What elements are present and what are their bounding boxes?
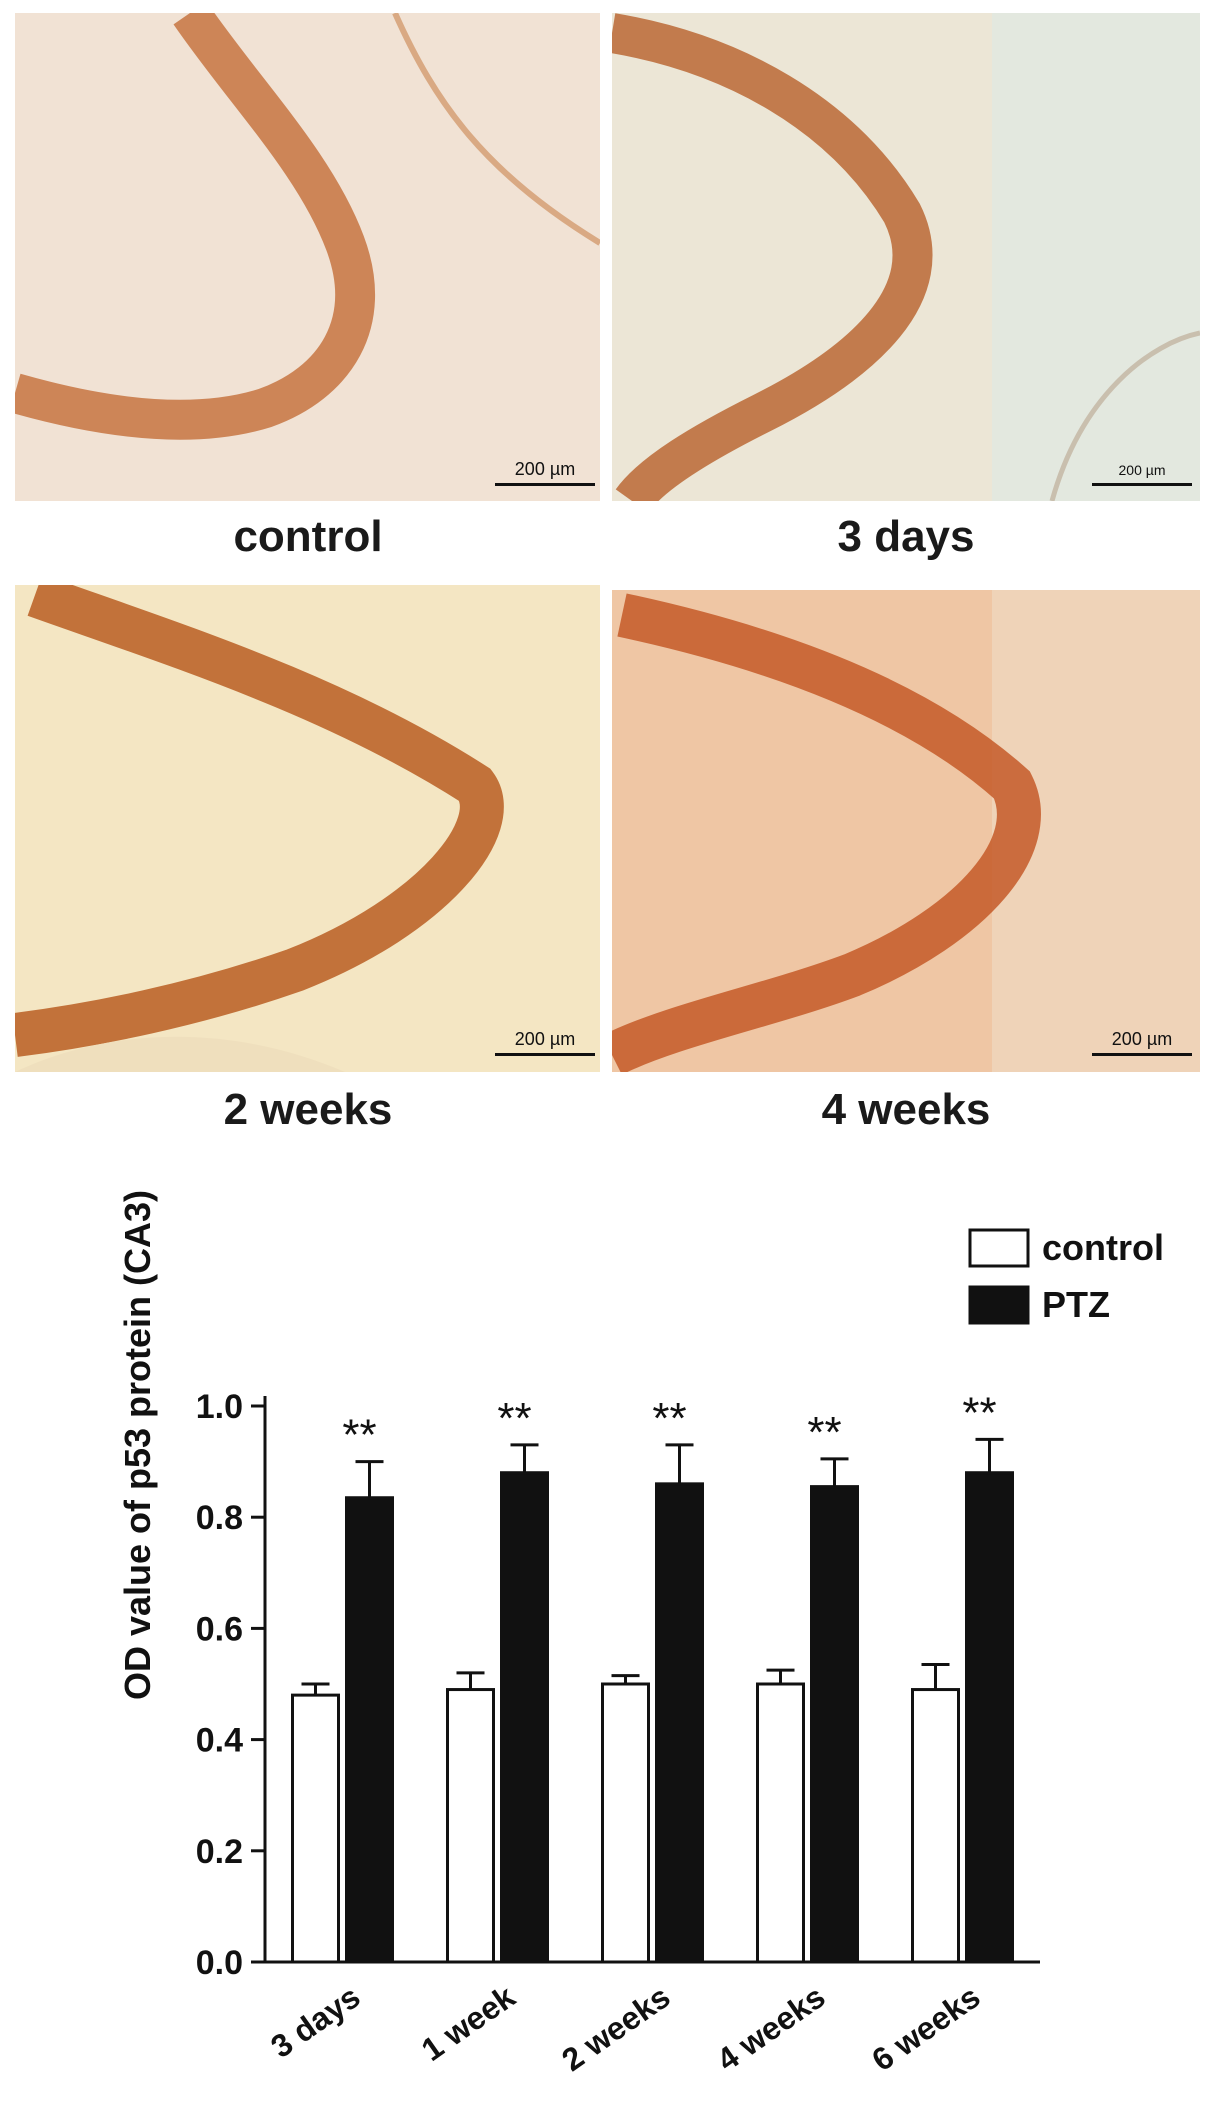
legend-label-ptz: PTZ [1042, 1284, 1110, 1325]
significance-label: ** [342, 1411, 376, 1460]
micrograph-4-weeks-image: 200 µm [612, 585, 1200, 1072]
x-tick-label: 4 weeks [710, 1978, 831, 2078]
y-tick-label: 0.0 [196, 1944, 243, 1982]
scale-bar-label: 200 µm [515, 1029, 575, 1049]
bar-control [911, 1688, 960, 1964]
micrograph-3-days: 200 µm [612, 13, 1200, 501]
chart-legend: control PTZ [968, 1227, 1164, 1325]
bar-control [756, 1682, 805, 1964]
y-tick-label: 0.2 [196, 1833, 243, 1871]
panel-caption-4-weeks: 4 weeks [821, 1085, 991, 1134]
bar-ptz [965, 1471, 1014, 1964]
scale-bar-label: 200 µm [515, 459, 575, 479]
bar-control [601, 1682, 650, 1964]
legend-swatch-control [968, 1228, 1030, 1268]
bar-ptz [810, 1485, 859, 1964]
x-tick-label: 6 weeks [865, 1978, 986, 2078]
significance-label: ** [652, 1394, 686, 1443]
y-tick-label: 0.4 [196, 1722, 243, 1760]
micrograph-2-weeks-image: 200 µm [15, 585, 600, 1072]
y-tick-label: 0.8 [196, 1499, 243, 1537]
bar-ptz [655, 1482, 704, 1964]
legend-label-control: control [1042, 1227, 1164, 1268]
panel-caption-control: control [233, 512, 383, 561]
scale-bar-label: 200 µm [1112, 1029, 1172, 1049]
bar-ptz [345, 1496, 394, 1964]
bar-control [446, 1688, 495, 1964]
y-axis-label: OD value of p53 protein (CA3) [117, 1190, 158, 1700]
y-tick-label: 0.6 [196, 1610, 243, 1648]
micrograph-control: 200 µm [15, 13, 600, 501]
scale-bar-label: 200 µm [1119, 462, 1166, 478]
significance-label: ** [497, 1394, 531, 1443]
panel-caption-2-weeks: 2 weeks [223, 1085, 393, 1134]
significance-label: ** [962, 1388, 996, 1437]
x-tick-label: 3 days [264, 1978, 366, 2065]
y-tick-label: 1.0 [196, 1388, 243, 1426]
legend-swatch-ptz [968, 1285, 1030, 1325]
bar-ptz [500, 1471, 549, 1964]
x-axis: 3 days 1 week 2 weeks 4 weeks 6 weeks [264, 1960, 1040, 2078]
micrograph-3-days-image: 200 µm [612, 13, 1200, 501]
bars-group: ** ** ** ** ** [291, 1388, 1014, 1964]
micrograph-control-image: 200 µm [15, 13, 600, 501]
micrograph-2-weeks: 200 µm [15, 585, 600, 1072]
y-axis: 0.0 0.2 0.4 0.6 0.8 1.0 [196, 1388, 267, 1982]
panel-caption-3-days: 3 days [837, 512, 975, 561]
significance-label: ** [807, 1408, 841, 1457]
x-tick-label: 2 weeks [555, 1978, 676, 2078]
x-tick-label: 1 week [415, 1978, 522, 2068]
micrograph-4-weeks: 200 µm [612, 585, 1200, 1072]
bar-control [291, 1693, 340, 1964]
